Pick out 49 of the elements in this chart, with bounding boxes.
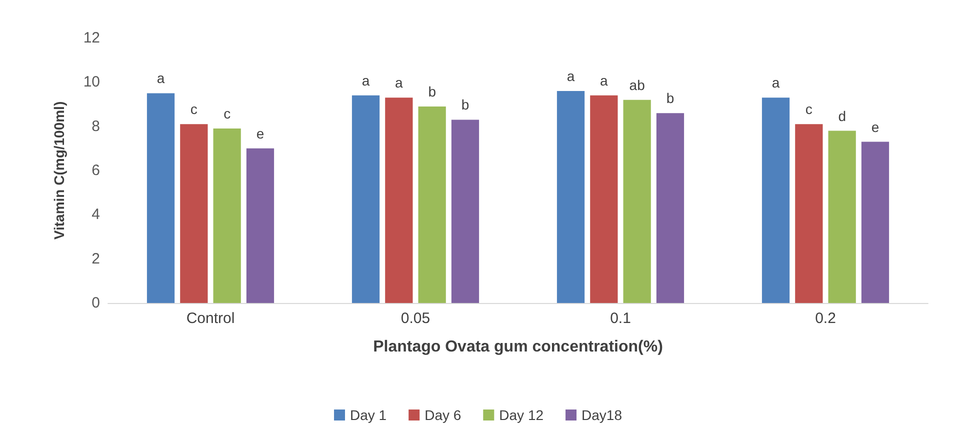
data-label: a <box>566 68 575 84</box>
legend-label: Day18 <box>582 407 622 423</box>
y-tick-label: 6 <box>92 162 100 179</box>
data-label: a <box>362 72 370 88</box>
bar <box>623 100 651 303</box>
bar <box>828 130 856 303</box>
data-label: a <box>395 74 404 91</box>
bar <box>762 98 790 303</box>
legend-label: Day 12 <box>499 407 544 423</box>
bar <box>795 124 823 303</box>
data-label: c <box>805 101 812 118</box>
y-axis-title: Vitamin C(mg/100ml) <box>51 101 67 240</box>
y-tick-label: 2 <box>92 250 100 268</box>
x-axis-title: Plantago Ovata gum concentration(%) <box>373 338 663 356</box>
bar <box>590 95 618 303</box>
data-label: b <box>428 83 436 100</box>
legend-label: Day 1 <box>350 407 387 423</box>
bar <box>861 142 890 303</box>
x-tick-label: 0.1 <box>610 310 631 327</box>
bar <box>656 113 684 303</box>
bar <box>451 120 480 303</box>
data-label: d <box>838 108 846 124</box>
bar <box>418 106 446 303</box>
data-label: b <box>461 96 470 113</box>
bar <box>213 128 241 303</box>
data-label: e <box>256 125 264 142</box>
y-tick-label: 12 <box>83 30 100 46</box>
bar <box>246 148 274 303</box>
data-label: e <box>871 118 880 135</box>
x-tick-label: 0.2 <box>815 310 836 327</box>
bar <box>180 124 208 303</box>
data-label: c <box>190 101 198 118</box>
data-label: a <box>600 72 608 88</box>
bar <box>352 95 380 303</box>
x-tick-label: Control <box>186 310 235 327</box>
x-tick-label: 0.05 <box>400 310 430 327</box>
bar <box>385 98 413 303</box>
legend-label: Day 6 <box>424 407 462 423</box>
y-tick-label: 4 <box>92 206 100 224</box>
bar <box>556 91 585 303</box>
data-label: a <box>156 70 165 86</box>
y-tick-label: 8 <box>92 118 100 135</box>
y-tick-label: 0 <box>92 294 100 312</box>
data-label: b <box>666 90 674 106</box>
bar <box>146 93 175 303</box>
data-label: a <box>772 74 780 91</box>
data-label: c <box>224 106 231 122</box>
data-label: ab <box>629 76 646 93</box>
y-tick-label: 10 <box>83 74 100 91</box>
